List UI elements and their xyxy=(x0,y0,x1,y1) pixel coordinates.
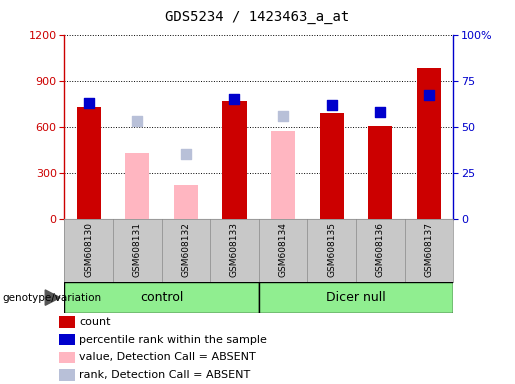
Bar xyxy=(319,113,344,219)
Text: count: count xyxy=(79,317,111,327)
Text: GSM608132: GSM608132 xyxy=(181,222,191,277)
Point xyxy=(230,96,238,102)
Bar xyxy=(417,68,441,219)
Text: GSM608130: GSM608130 xyxy=(84,222,93,277)
Text: genotype/variation: genotype/variation xyxy=(3,293,101,303)
Point xyxy=(133,118,142,124)
Bar xyxy=(125,153,149,219)
Point xyxy=(279,113,287,119)
Text: rank, Detection Call = ABSENT: rank, Detection Call = ABSENT xyxy=(79,370,251,380)
Point xyxy=(328,101,336,108)
Point xyxy=(376,109,384,115)
Bar xyxy=(271,131,295,219)
Text: Dicer null: Dicer null xyxy=(326,291,386,304)
Point xyxy=(425,92,433,98)
Text: value, Detection Call = ABSENT: value, Detection Call = ABSENT xyxy=(79,353,256,362)
Bar xyxy=(222,101,247,219)
Text: GSM608134: GSM608134 xyxy=(279,222,287,277)
Text: GSM608135: GSM608135 xyxy=(327,222,336,277)
FancyBboxPatch shape xyxy=(259,282,453,313)
Text: percentile rank within the sample: percentile rank within the sample xyxy=(79,334,267,344)
Polygon shape xyxy=(45,290,60,305)
Bar xyxy=(59,352,75,363)
Bar xyxy=(174,185,198,219)
Text: GSM608131: GSM608131 xyxy=(133,222,142,277)
Bar xyxy=(368,126,392,219)
Text: GSM608133: GSM608133 xyxy=(230,222,239,277)
Text: GSM608136: GSM608136 xyxy=(376,222,385,277)
Bar xyxy=(59,316,75,328)
Bar xyxy=(59,334,75,345)
Bar xyxy=(77,107,101,219)
Text: GSM608137: GSM608137 xyxy=(424,222,434,277)
Point xyxy=(182,151,190,157)
FancyBboxPatch shape xyxy=(64,282,259,313)
Point xyxy=(84,100,93,106)
Bar xyxy=(59,369,75,381)
Text: control: control xyxy=(140,291,183,304)
Text: GDS5234 / 1423463_a_at: GDS5234 / 1423463_a_at xyxy=(165,10,350,24)
